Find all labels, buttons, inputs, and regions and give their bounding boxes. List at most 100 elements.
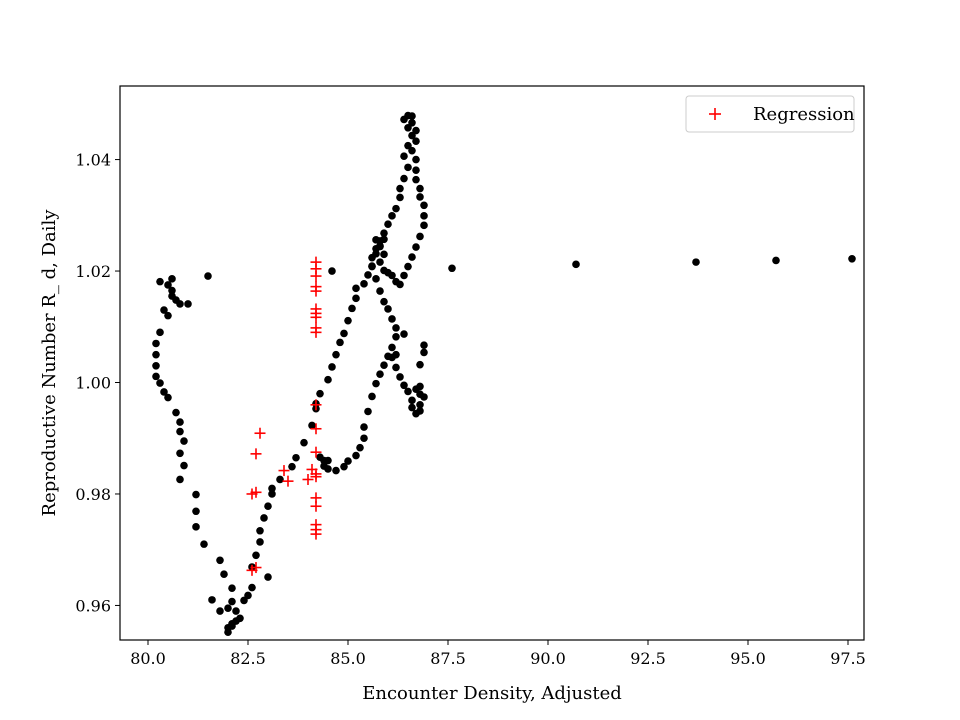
data-point bbox=[220, 570, 228, 579]
data-point bbox=[416, 401, 424, 409]
regression-point bbox=[278, 465, 290, 477]
data-point bbox=[200, 540, 208, 548]
data-point bbox=[336, 338, 344, 347]
data-point bbox=[208, 596, 216, 604]
data-point bbox=[400, 271, 408, 280]
data-point bbox=[376, 242, 384, 250]
x-tick-label: 90.0 bbox=[530, 649, 566, 668]
data-point bbox=[408, 403, 416, 412]
data-point bbox=[164, 393, 172, 402]
data-point bbox=[416, 232, 424, 241]
regression-point bbox=[246, 564, 258, 576]
data-point bbox=[152, 339, 160, 348]
data-point bbox=[156, 379, 164, 387]
data-point bbox=[384, 352, 392, 361]
data-point bbox=[412, 155, 420, 164]
data-point bbox=[344, 457, 352, 465]
data-point bbox=[380, 361, 388, 370]
data-point bbox=[380, 235, 388, 244]
y-axis: 0.96 0.98 1.00 1.02 1.04 bbox=[75, 151, 120, 615]
data-point bbox=[404, 262, 412, 271]
legend-regression-label: Regression bbox=[753, 104, 855, 125]
data-point bbox=[324, 456, 332, 465]
data-point bbox=[176, 418, 184, 426]
data-point bbox=[276, 475, 284, 484]
data-point bbox=[176, 427, 184, 436]
data-point bbox=[348, 304, 356, 313]
data-point bbox=[380, 229, 388, 237]
data-point bbox=[412, 137, 420, 145]
data-point bbox=[160, 388, 168, 396]
y-tick-label: 1.04 bbox=[75, 151, 111, 170]
regression-point bbox=[310, 423, 322, 435]
data-point bbox=[408, 396, 416, 405]
data-point bbox=[416, 184, 424, 193]
data-point bbox=[392, 333, 400, 341]
data-point bbox=[340, 329, 348, 338]
data-point bbox=[396, 184, 404, 193]
data-point bbox=[376, 287, 384, 295]
data-point bbox=[396, 193, 404, 202]
data-point bbox=[376, 370, 384, 378]
data-point bbox=[248, 583, 256, 592]
data-point bbox=[156, 277, 164, 286]
data-point bbox=[256, 538, 264, 546]
data-point bbox=[360, 423, 368, 431]
regression-point bbox=[254, 427, 266, 439]
data-point bbox=[256, 526, 264, 535]
data-point bbox=[176, 300, 184, 308]
data-point bbox=[192, 507, 200, 516]
x-axis-label: Encounter Density, Adjusted bbox=[362, 683, 622, 704]
data-point bbox=[396, 280, 404, 289]
data-point bbox=[340, 462, 348, 471]
data-point bbox=[772, 256, 780, 265]
data-point bbox=[352, 284, 360, 293]
data-point bbox=[344, 316, 352, 325]
data-point bbox=[412, 175, 420, 184]
plot-area-frame bbox=[119, 85, 865, 641]
data-point bbox=[400, 115, 408, 124]
data-point bbox=[376, 258, 384, 266]
data-point bbox=[168, 286, 176, 295]
data-point bbox=[392, 204, 400, 213]
data-point bbox=[156, 328, 164, 337]
regression-point bbox=[250, 486, 262, 498]
data-point bbox=[848, 254, 856, 263]
x-tick-label: 82.5 bbox=[230, 649, 266, 668]
data-point bbox=[364, 271, 372, 279]
data-point bbox=[408, 131, 416, 140]
data-point bbox=[400, 381, 408, 390]
data-point bbox=[264, 573, 272, 581]
data-point bbox=[352, 451, 360, 460]
data-point bbox=[192, 490, 200, 499]
data-point bbox=[168, 275, 176, 283]
data-point bbox=[152, 372, 160, 381]
data-point bbox=[356, 443, 364, 452]
data-point bbox=[244, 591, 252, 600]
data-point bbox=[164, 311, 172, 320]
data-point bbox=[260, 514, 268, 522]
data-point bbox=[268, 484, 276, 493]
regression-point bbox=[310, 500, 322, 512]
legend: Regression bbox=[685, 95, 855, 133]
data-point bbox=[328, 267, 336, 275]
data-point bbox=[388, 212, 396, 220]
data-point bbox=[288, 462, 296, 471]
x-tick-label: 85.0 bbox=[330, 649, 366, 668]
data-point bbox=[572, 260, 580, 269]
data-point bbox=[368, 262, 376, 271]
y-tick-label: 1.02 bbox=[75, 262, 111, 281]
data-point bbox=[416, 193, 424, 201]
data-point bbox=[152, 350, 160, 359]
data-point bbox=[392, 324, 400, 332]
data-point bbox=[372, 379, 380, 388]
data-point bbox=[204, 272, 212, 280]
data-point bbox=[268, 490, 276, 498]
legend-regression-marker bbox=[709, 108, 721, 120]
data-point bbox=[364, 407, 372, 416]
data-point bbox=[388, 271, 396, 280]
regression-point bbox=[250, 448, 262, 460]
data-marks bbox=[152, 111, 856, 636]
data-point bbox=[224, 604, 232, 613]
